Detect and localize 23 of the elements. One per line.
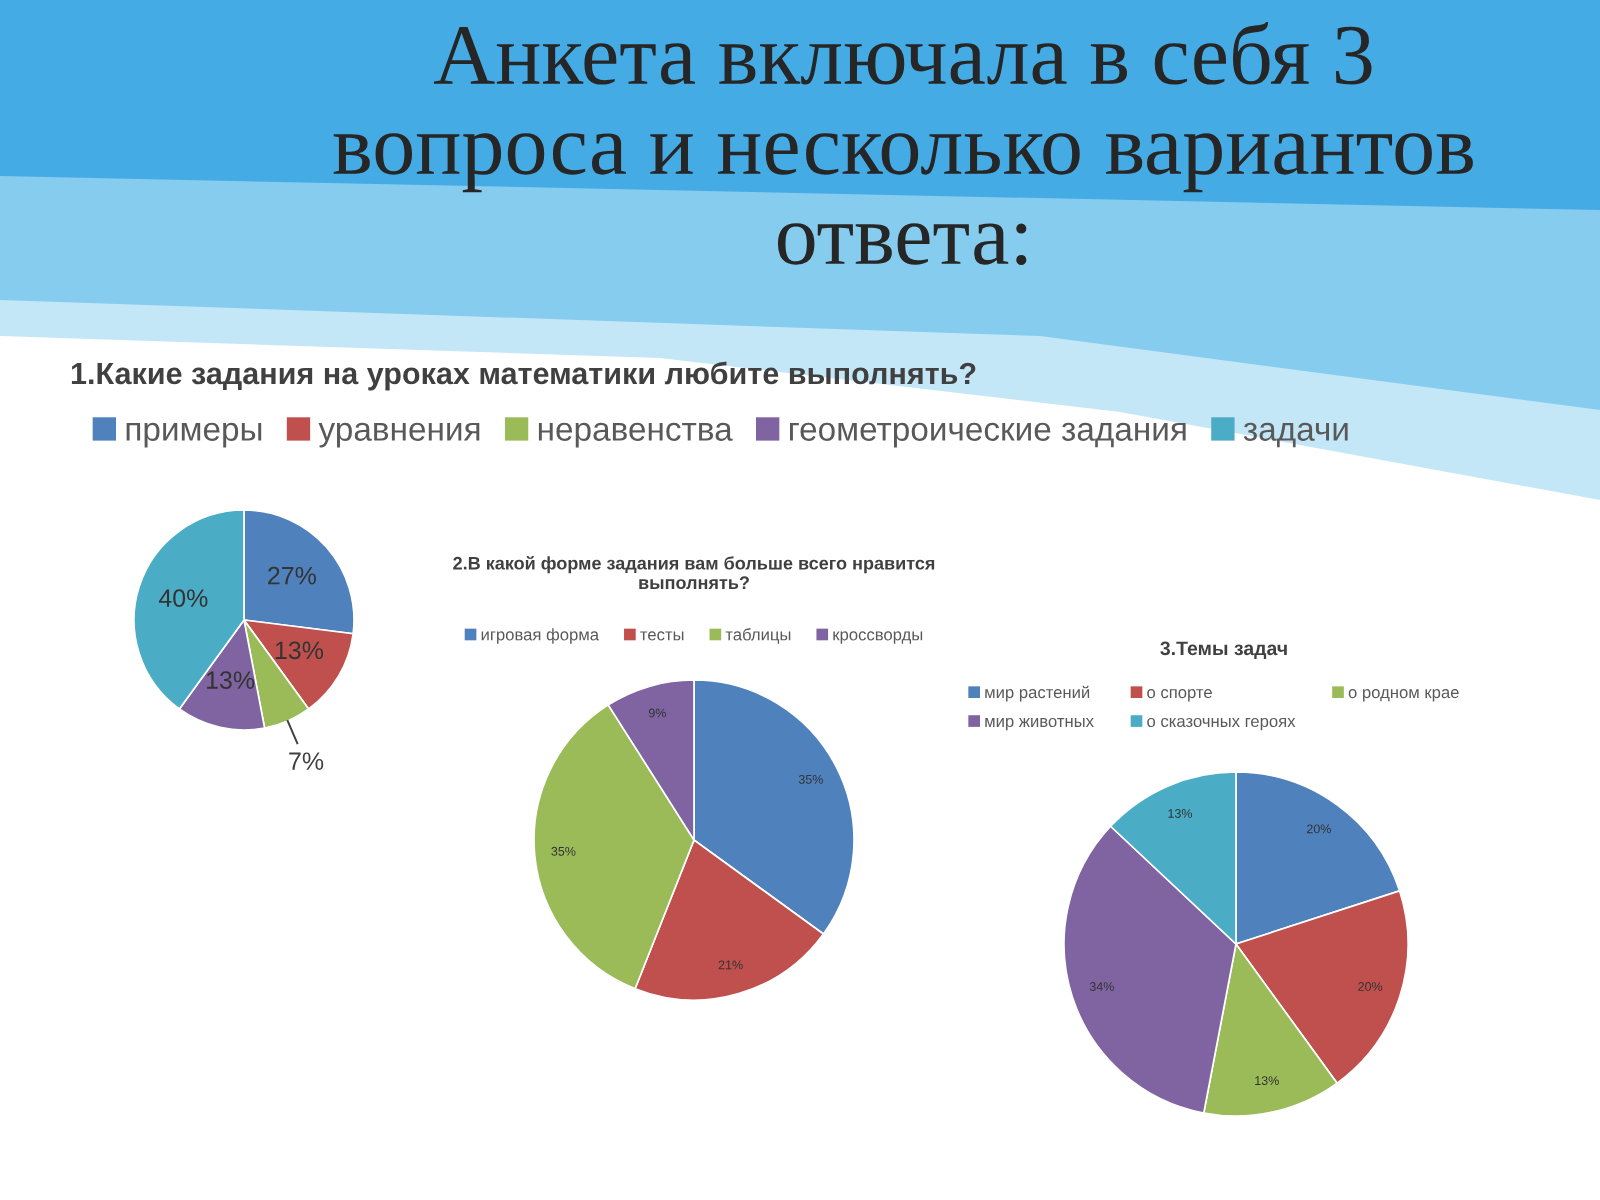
legend-label: уравнения	[318, 422, 480, 448]
data-label: 27%	[268, 566, 316, 585]
chart-subtitle: 1.Какие задания на уроках математики любите выполнять?	[71, 361, 976, 391]
legend-label: о сказочных героях	[1147, 717, 1296, 731]
legend-label: кроссворды	[833, 631, 923, 644]
legend-label: задачи	[1243, 422, 1348, 448]
legend-label: геометроические задания	[789, 422, 1186, 448]
data-label: 13%	[275, 641, 324, 660]
legend-label: игровая форма	[481, 628, 600, 644]
legend-label: мир растений	[985, 685, 1090, 702]
data-label: 13%	[206, 671, 255, 689]
chart-title: 3.Темы задач	[1160, 641, 1287, 659]
data-label: 40%	[158, 589, 208, 607]
legend-label: мир животных	[985, 717, 1094, 731]
chart-title: 2.В какой форме задания вам больше всего нравится выполнять?	[453, 556, 935, 590]
chart-title: Анкета включала в себя 3 вопроса и несколько вариантов ответа:	[333, 22, 1473, 266]
legend-label: тесты	[640, 631, 684, 641]
legend-label: о родном крае	[1348, 689, 1459, 702]
legend-label: неравенства	[538, 422, 733, 448]
data-label: 7%	[289, 752, 324, 770]
legend-label: примеры	[126, 422, 262, 448]
legend-label: о спорте	[1147, 689, 1212, 702]
legend-label: таблицы	[725, 628, 791, 644]
